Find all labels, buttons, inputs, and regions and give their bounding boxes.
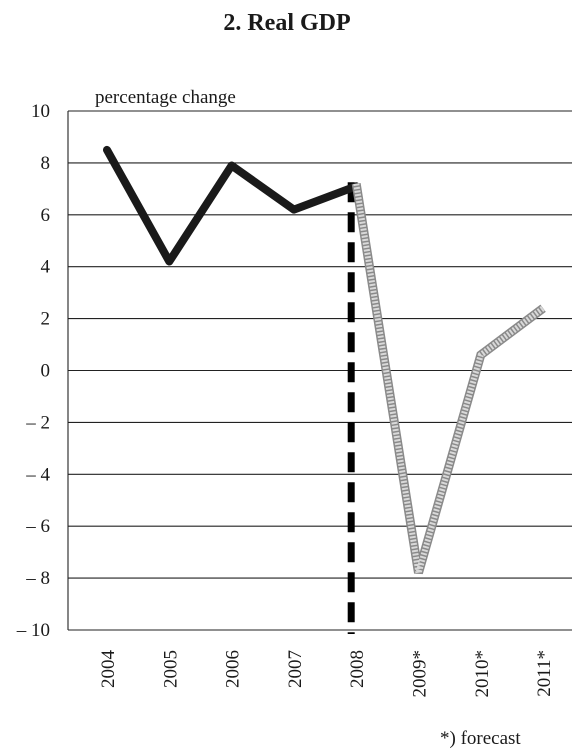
forecast-line-outline [351,182,546,575]
y-tick-label: – 10 [16,620,50,641]
x-tick-label: 2007 [285,650,306,688]
y-tick-label: – 8 [25,568,50,589]
y-tick-label: – 4 [25,464,50,485]
forecast-footnote: *) forecast [440,728,521,749]
x-tick-label: 2009* [410,650,431,698]
y-tick-label: 6 [41,205,51,226]
y-tick-label: 8 [41,153,51,174]
x-tick-label: 2005 [160,650,181,688]
x-tick-label: 2006 [223,650,244,688]
y-tick-label: 4 [41,257,51,278]
y-tick-label: 2 [41,309,51,330]
y-tick-label: – 6 [25,516,50,537]
y-axis-label: percentage change [95,87,236,108]
actual-line [103,145,361,266]
y-tick-label: 10 [31,101,50,122]
series-lines [103,145,546,634]
x-tick-label: 2010* [472,650,493,698]
y-tick-labels: 10 8 6 4 2 0 – 2 – 4 – 6 – 8 – 10 [16,101,51,641]
x-tick-label: 2004 [98,650,119,689]
gridlines [67,110,572,631]
x-tick-labels: 2004 2005 2006 2007 2008 2009* 2010* 2011* [98,650,555,698]
forecast-line [353,183,545,574]
y-tick-label: – 2 [25,412,50,433]
chart-title: 2. Real GDP [223,10,351,36]
x-tick-label: 2008 [347,650,368,688]
y-tick-label: 0 [41,361,51,382]
x-tick-label: 2011* [534,650,555,697]
